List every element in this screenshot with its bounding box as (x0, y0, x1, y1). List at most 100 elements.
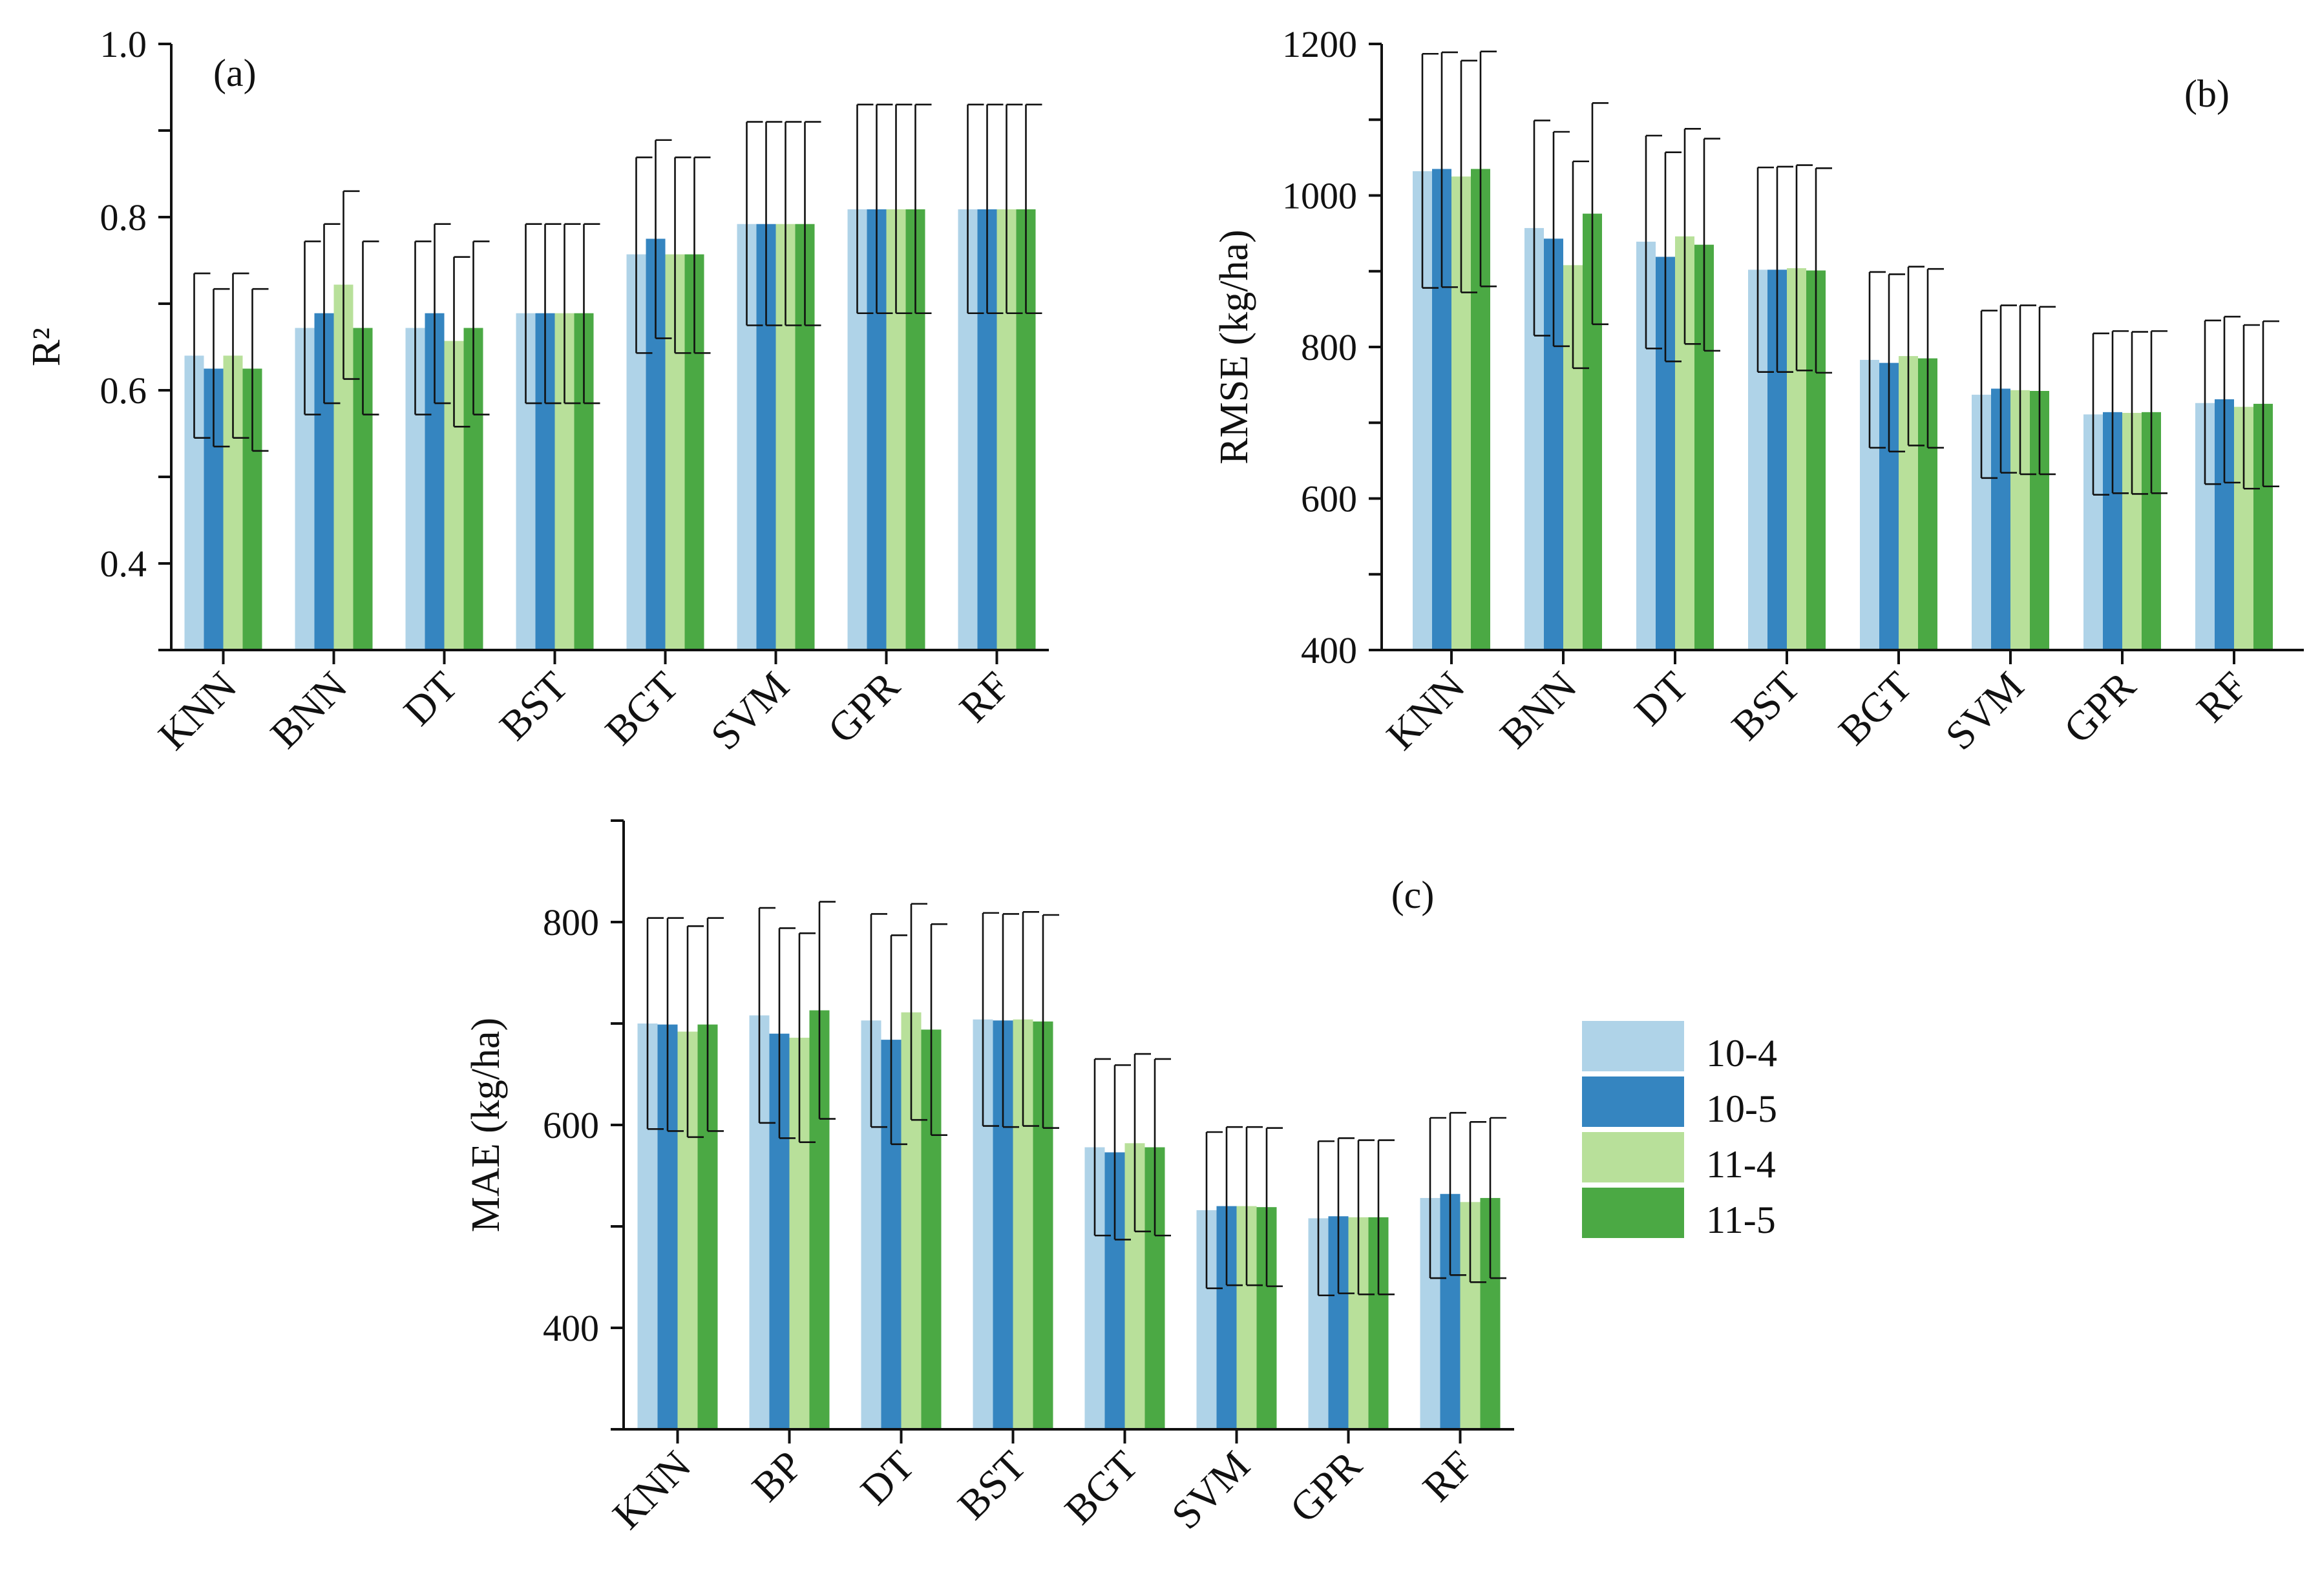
error-bar-rf-10-4 (1429, 1117, 1446, 1279)
error-bar-knn-10-4 (646, 917, 664, 1130)
y-tick-label: 1200 (1282, 23, 1357, 65)
error-bar-bst-10-5 (1002, 913, 1019, 1128)
y-axis-title: MAE (kg/ha) (464, 1018, 508, 1232)
x-tick-label-bnn: BNN (1491, 663, 1585, 757)
x-tick-label-svm: SVM (1937, 663, 2032, 759)
y-tick-label: 400 (1301, 629, 1357, 671)
x-tick-label-dt: DT (395, 663, 467, 735)
legend: 10-4 10-5 11-4 11-5 (1582, 1021, 1777, 1241)
x-tick-label-gpr: GPR (1281, 1442, 1370, 1531)
x-tick-label-knn: KNN (604, 1442, 699, 1538)
error-bar-gpr-11-4 (2131, 331, 2148, 495)
error-bar-bst-11-5 (1042, 914, 1059, 1129)
error-bar-dt-10-4 (1645, 134, 1662, 350)
error-bar-bst-11-4 (564, 223, 581, 404)
error-bar-svm-10-4 (1205, 1131, 1223, 1290)
error-bar-bp-11-4 (798, 932, 816, 1143)
error-bar-dt-11-4 (910, 903, 927, 1121)
y-tick-label: 0.6 (100, 370, 147, 412)
error-bar-gpr-10-4 (2092, 332, 2109, 496)
error-bar-svm-10-5 (1225, 1126, 1243, 1286)
error-bar-knn-11-5 (1479, 50, 1497, 288)
error-bar-svm-10-4 (746, 121, 763, 326)
error-bar-dt-11-5 (1703, 138, 1720, 352)
error-bar-svm-10-4 (1980, 310, 1998, 479)
error-bar-bp-10-4 (758, 907, 775, 1124)
error-bar-svm-11-4 (2019, 304, 2036, 476)
y-tick-label: 1.0 (100, 23, 147, 65)
error-bar-knn-11-4 (1460, 59, 1477, 293)
legend-label-11-4: 11-4 (1706, 1143, 1776, 1186)
x-tick-label-gpr: GPR (2055, 662, 2144, 751)
error-bar-dt-11-4 (453, 256, 470, 428)
error-bar-gpr-11-5 (914, 103, 932, 315)
error-bar-bgt-10-5 (1888, 273, 1905, 453)
error-bar-rf-11-4 (2242, 324, 2260, 490)
legend-swatch-11-5 (1582, 1188, 1684, 1238)
error-bar-bst-11-5 (1815, 167, 1832, 374)
error-bar-svm-11-4 (1245, 1126, 1263, 1286)
error-bar-dt-11-4 (1683, 128, 1701, 345)
error-bar-rf-11-5 (2262, 320, 2279, 488)
x-tick-label-rf: RF (951, 663, 1019, 731)
error-bar-gpr-11-4 (895, 103, 912, 315)
y-tick-label: 400 (543, 1307, 599, 1349)
error-bar-svm-11-5 (804, 121, 821, 326)
error-bar-knn-10-4 (193, 272, 211, 439)
y-tick-label: 800 (1301, 326, 1357, 368)
error-bar-bnn-10-5 (1552, 131, 1570, 348)
x-tick-label-bgt: BGT (1830, 663, 1921, 754)
panel-label: (a) (213, 52, 257, 94)
legend-swatch-10-5 (1582, 1076, 1684, 1127)
x-tick-label-bgt: BGT (1056, 1442, 1147, 1533)
y-tick-label: 0.4 (100, 543, 147, 585)
error-bar-bnn-11-4 (343, 190, 360, 380)
error-bar-bnn-11-4 (1572, 160, 1589, 370)
error-bar-rf-10-5 (986, 103, 1004, 315)
error-bar-knn-10-4 (1421, 52, 1439, 289)
error-bar-bst-11-4 (1795, 164, 1813, 372)
x-tick-label-dt: DT (1625, 663, 1697, 735)
error-bar-dt-10-5 (434, 223, 451, 404)
x-tick-label-gpr: GPR (819, 662, 908, 751)
x-tick-label-knn: KNN (149, 663, 245, 759)
error-bar-bgt-10-4 (635, 156, 653, 354)
panel-a-r2-chart: 0.4 0.6 0.8 1.0 KNN BNN DT BST BGT SVM GPR RF R² (a) (25, 23, 1049, 759)
x-tick-label-bgt: BGT (596, 663, 688, 754)
x-tick-label-svm: SVM (1163, 1442, 1258, 1538)
error-bar-svm-11-5 (1265, 1127, 1283, 1287)
panel-label: (c) (1391, 874, 1435, 916)
error-bar-rf-10-4 (967, 103, 984, 315)
error-bar-bst-11-5 (583, 223, 600, 404)
error-bar-gpr-10-4 (1317, 1140, 1334, 1297)
error-bar-bgt-11-5 (1926, 268, 1944, 449)
error-bar-bst-10-4 (525, 223, 542, 404)
error-bar-bst-10-4 (1756, 166, 1774, 373)
error-bar-bgt-11-4 (1907, 266, 1925, 446)
error-bar-dt-10-4 (414, 240, 432, 415)
y-tick-label: 800 (543, 901, 599, 943)
x-tick-label-bnn: BNN (262, 663, 356, 757)
error-bar-bgt-11-4 (1134, 1053, 1151, 1233)
error-bar-bst-11-4 (1022, 911, 1039, 1127)
error-bar-dt-10-5 (890, 934, 907, 1146)
y-tick-label: 600 (543, 1104, 599, 1146)
error-bar-gpr-10-5 (876, 103, 893, 315)
error-bar-knn-11-5 (706, 917, 724, 1132)
x-tick-label-svm: SVM (702, 663, 797, 759)
x-tick-label-bp: BP (743, 1442, 812, 1511)
error-bar-knn-10-5 (666, 917, 684, 1132)
error-bar-rf-11-4 (1006, 103, 1023, 315)
error-bar-gpr-10-4 (856, 103, 874, 315)
error-bar-dt-10-4 (870, 913, 887, 1128)
error-bar-gpr-11-5 (2150, 330, 2167, 494)
error-bar-bp-11-5 (818, 901, 836, 1120)
error-bar-knn-10-5 (213, 288, 230, 448)
error-bar-knn-10-5 (1440, 51, 1458, 288)
error-bar-dt-10-5 (1664, 151, 1682, 362)
error-bar-rf-11-5 (1489, 1117, 1506, 1279)
error-bar-knn-11-4 (232, 272, 249, 439)
error-bar-bnn-10-4 (304, 240, 321, 415)
error-bar-gpr-11-4 (1357, 1139, 1375, 1296)
